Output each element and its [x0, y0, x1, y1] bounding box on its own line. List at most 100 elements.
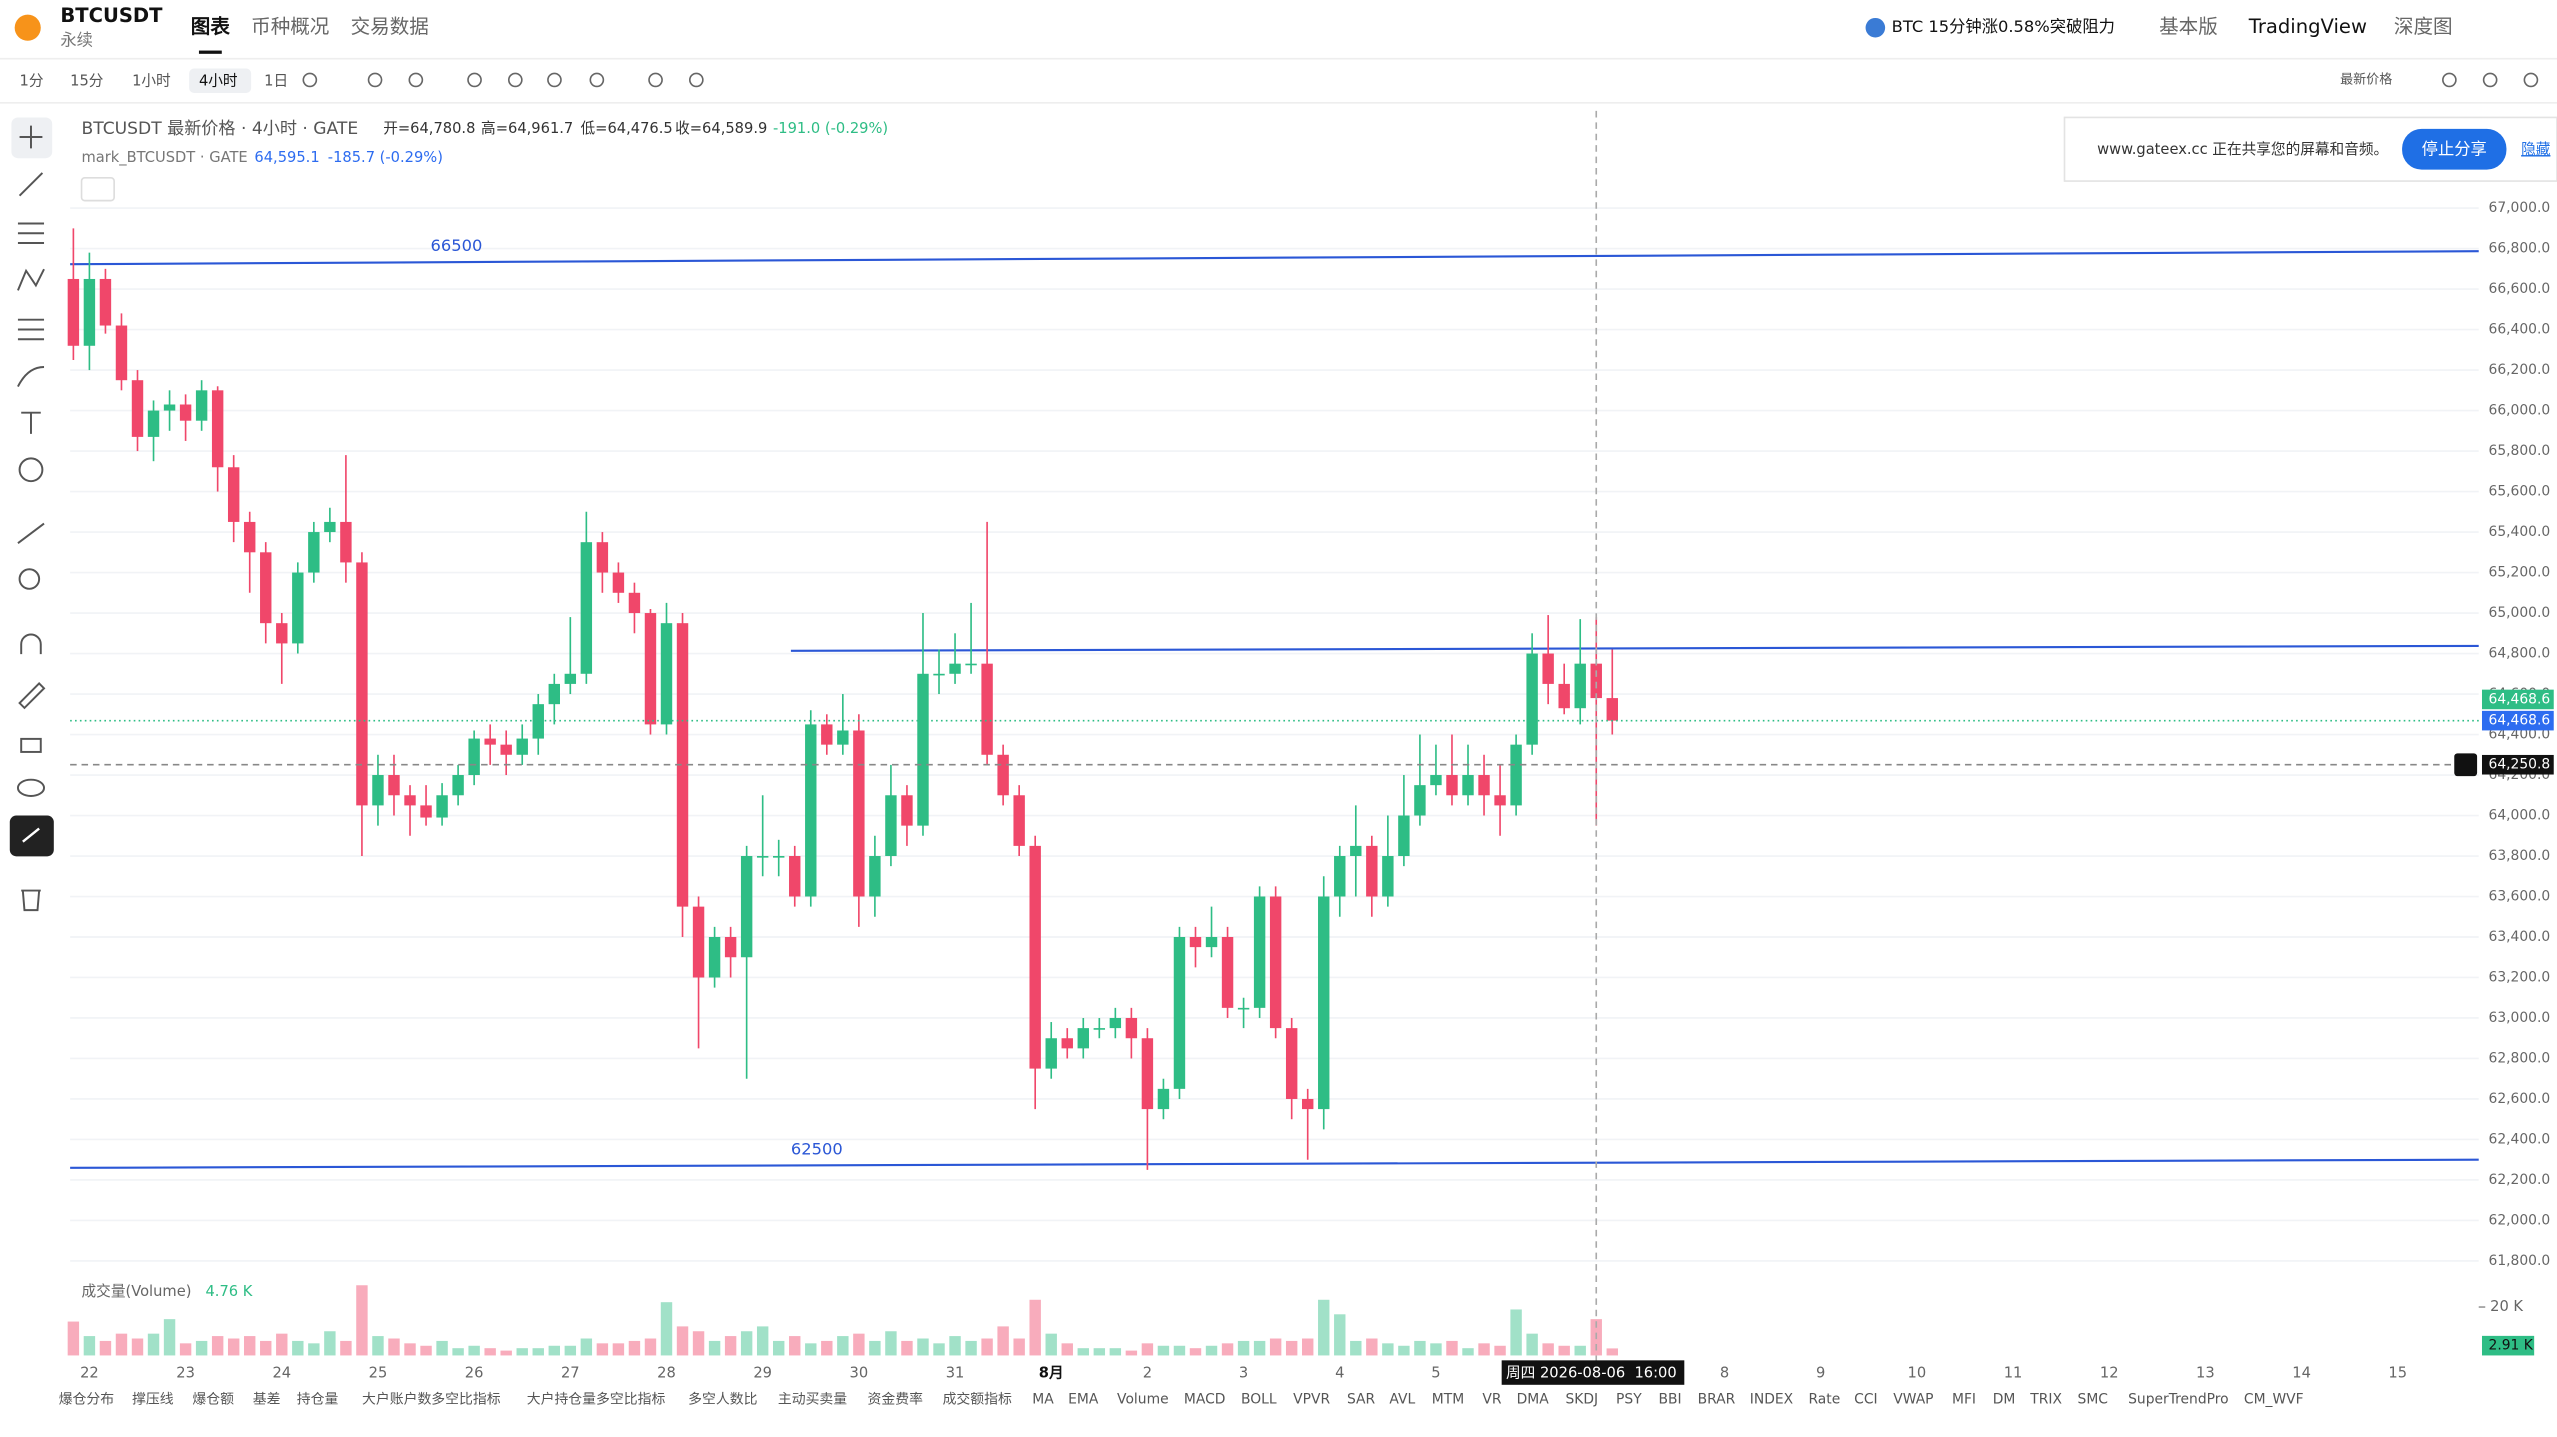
- hide-link[interactable]: 隐藏: [2521, 141, 2551, 158]
- nav-tab[interactable]: 币种概况: [251, 15, 329, 38]
- pattern-tool[interactable]: [17, 268, 45, 291]
- cursor-tool[interactable]: [19, 125, 43, 149]
- interval[interactable]: 1分: [20, 73, 44, 90]
- indicator-tab[interactable]: PSY: [1616, 1391, 1642, 1407]
- indicator-tab[interactable]: DMA: [1517, 1391, 1550, 1407]
- indicator-tab[interactable]: MA: [1032, 1391, 1054, 1407]
- candle-body: [276, 623, 288, 644]
- volume-bar: [1061, 1343, 1073, 1356]
- add-alert-button[interactable]: [2454, 753, 2478, 777]
- indicator-tab[interactable]: 成交额指标: [943, 1390, 1012, 1407]
- toolbar-icon[interactable]: [547, 72, 562, 88]
- coin-icon: [14, 14, 41, 41]
- indicator-tab[interactable]: EMA: [1068, 1391, 1099, 1407]
- volume-bar: [965, 1340, 977, 1356]
- nav-tab[interactable]: 图表: [191, 15, 231, 38]
- volume-bar: [789, 1336, 801, 1356]
- indicator-tab[interactable]: CM_WVF: [2244, 1391, 2304, 1407]
- text-tool[interactable]: [21, 411, 41, 434]
- line-tool[interactable]: [18, 172, 44, 197]
- toolbar-icon[interactable]: [408, 72, 424, 88]
- x-tick-label: 29: [753, 1364, 772, 1381]
- toolbar-icon[interactable]: [688, 72, 704, 88]
- indicator-tab[interactable]: 资金费率: [868, 1390, 924, 1407]
- indicator-tab[interactable]: TRIX: [2029, 1391, 2062, 1407]
- delete-tool[interactable]: [21, 889, 41, 912]
- toolbar-icon[interactable]: [2482, 72, 2498, 88]
- interval[interactable]: 15分: [70, 73, 104, 90]
- indicator-tab[interactable]: VPVR: [1293, 1391, 1330, 1407]
- stop-share-label[interactable]: 停止分享: [2422, 140, 2487, 159]
- indicator-tab[interactable]: MFI: [1952, 1391, 1976, 1407]
- news-ticker[interactable]: BTC 15分钟涨0.58%突破阻力: [1892, 17, 2115, 36]
- ruler-tool[interactable]: [17, 522, 45, 544]
- collapse-legend[interactable]: [80, 176, 115, 202]
- interval[interactable]: 4小时: [199, 73, 238, 90]
- indicator-tab[interactable]: BRAR: [1698, 1391, 1736, 1407]
- toolbar-icon[interactable]: [2523, 72, 2539, 88]
- crosshair-price-label: 64,250.8: [2489, 757, 2551, 773]
- indicator-tab[interactable]: 撑压线: [132, 1391, 174, 1407]
- toolbar-icon[interactable]: [302, 72, 318, 88]
- indicator-tab[interactable]: BOLL: [1241, 1391, 1277, 1407]
- magnet-tool[interactable]: [20, 633, 42, 655]
- indicator-tab[interactable]: SMC: [2078, 1391, 2108, 1407]
- indicator-tab[interactable]: CCI: [1854, 1391, 1877, 1407]
- indicator-tab[interactable]: 主动买卖量: [778, 1391, 847, 1407]
- fib-tool[interactable]: [17, 222, 45, 245]
- indicator-tab[interactable]: SuperTrendPro: [2128, 1391, 2229, 1407]
- indicator-tab[interactable]: MTM: [1432, 1391, 1464, 1407]
- interval[interactable]: 1日: [264, 73, 288, 90]
- y-tick-label: 63,600.0: [2489, 889, 2551, 905]
- interval[interactable]: 1小时: [132, 73, 171, 90]
- volume-bar: [1414, 1340, 1426, 1356]
- stop-share-button[interactable]: [2402, 128, 2507, 170]
- visibility-tool[interactable]: [16, 778, 46, 797]
- volume-bar: [612, 1343, 625, 1356]
- toolbar-icon[interactable]: [367, 72, 383, 88]
- toolbar-icon[interactable]: [589, 72, 605, 88]
- nav-tab[interactable]: 交易数据: [351, 15, 429, 38]
- symbol[interactable]: BTCUSDT: [60, 4, 163, 27]
- channel-tool[interactable]: [17, 318, 45, 341]
- indicator-tab[interactable]: SKDJ: [1566, 1391, 1599, 1407]
- emoji-tool[interactable]: [18, 457, 44, 483]
- lock-draw-tool[interactable]: [18, 682, 46, 710]
- candle-body: [708, 936, 721, 978]
- candle-body: [99, 278, 112, 326]
- indicator-tab[interactable]: MACD: [1184, 1391, 1226, 1407]
- view-mode[interactable]: 基本版: [2159, 15, 2218, 38]
- volume-bar: [1141, 1343, 1154, 1356]
- view-mode[interactable]: TradingView: [2248, 15, 2367, 38]
- indicator-tab[interactable]: BBI: [1658, 1391, 1681, 1407]
- toolbar-icon[interactable]: [467, 72, 482, 88]
- indicator-tab[interactable]: 爆仓分布: [59, 1391, 115, 1407]
- indicator-tab[interactable]: VWAP: [1893, 1391, 1933, 1407]
- zoom-tool[interactable]: [18, 568, 41, 590]
- view-mode[interactable]: 深度图: [2394, 15, 2453, 38]
- indicator-tab[interactable]: 多空人数比: [688, 1390, 757, 1407]
- indicator-tab[interactable]: 基差: [253, 1390, 281, 1407]
- volume-bar: [1077, 1348, 1089, 1356]
- indicator-tab[interactable]: SAR: [1347, 1391, 1376, 1407]
- ohlc-value: 开=64,780.8: [383, 120, 475, 137]
- indicator-tab[interactable]: Volume: [1117, 1391, 1169, 1407]
- toolbar-icon[interactable]: [648, 72, 663, 88]
- lock-tool[interactable]: [20, 737, 42, 753]
- indicator-tab[interactable]: Rate: [1808, 1391, 1840, 1407]
- volume-bar: [404, 1343, 416, 1356]
- brush-tool[interactable]: [17, 366, 45, 388]
- news-icon: [1865, 17, 1886, 38]
- toolbar-icon[interactable]: [507, 72, 523, 88]
- indicator-tab[interactable]: AVL: [1389, 1391, 1415, 1407]
- indicator-tab[interactable]: 持仓量: [297, 1391, 339, 1407]
- indicator-tab[interactable]: 大户账户数多空比指标: [362, 1390, 501, 1407]
- indicator-tab[interactable]: INDEX: [1750, 1391, 1794, 1407]
- indicator-tab[interactable]: 爆仓额: [192, 1391, 234, 1407]
- toolbar-icon[interactable]: [2442, 72, 2457, 88]
- indicator-tab[interactable]: 大户持仓量多空比指标: [527, 1390, 666, 1407]
- price-type[interactable]: 最新价格: [2340, 71, 2392, 87]
- indicator-tab[interactable]: VR: [1482, 1391, 1501, 1407]
- indicator-tab[interactable]: DM: [1993, 1391, 2016, 1407]
- volume-bar: [644, 1338, 657, 1356]
